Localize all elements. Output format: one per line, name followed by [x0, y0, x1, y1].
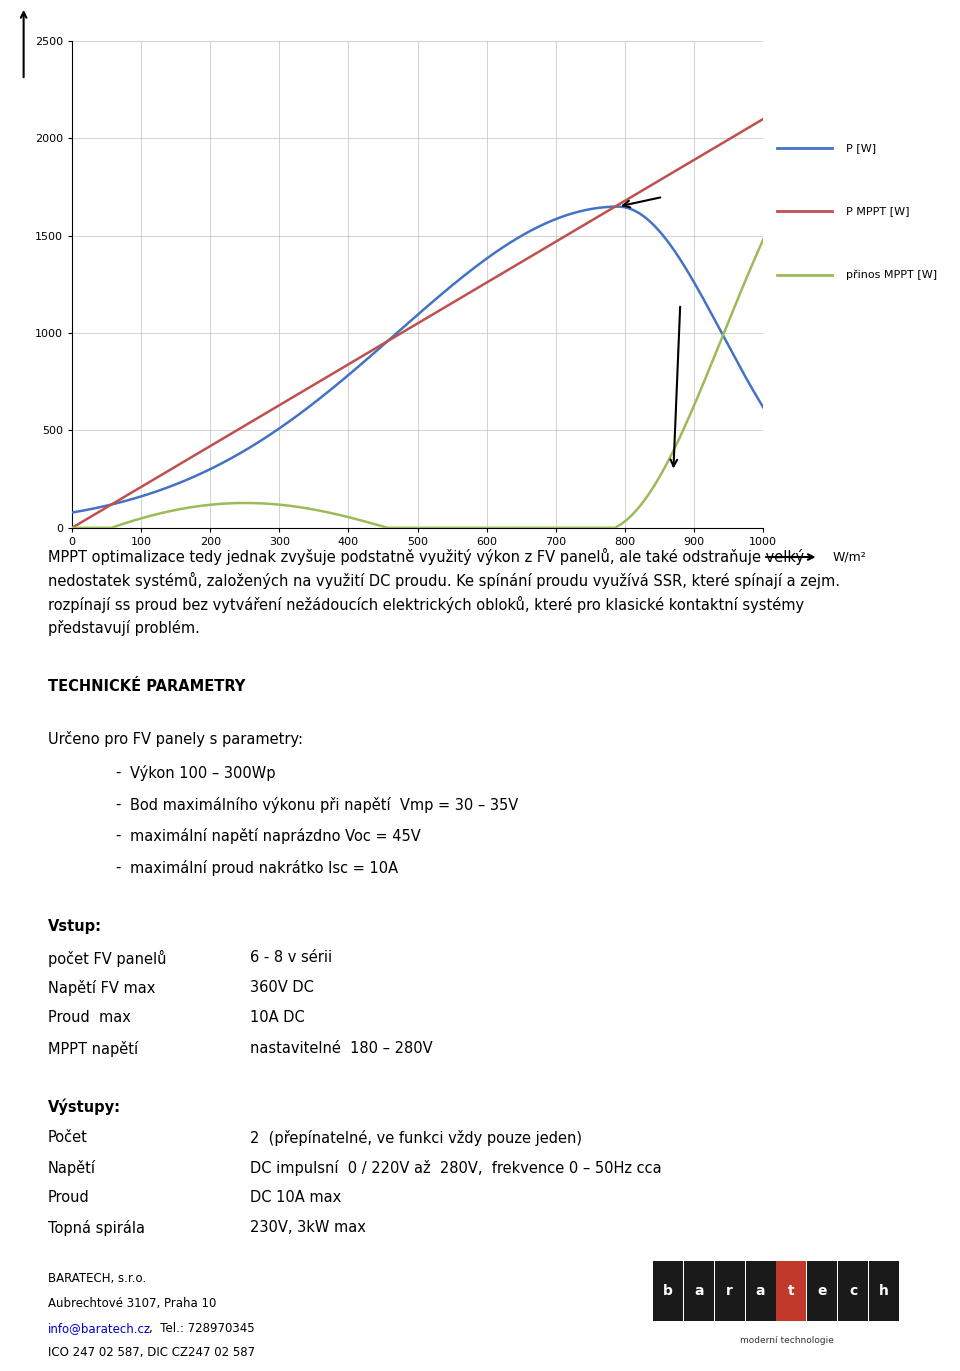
Text: a: a [756, 1285, 765, 1298]
Text: a: a [694, 1285, 704, 1298]
Text: t: t [788, 1285, 795, 1298]
Text: 360V DC: 360V DC [250, 980, 314, 995]
Text: -: - [115, 828, 121, 843]
Text: maximální napětí naprázdno Voc = 45V: maximální napětí naprázdno Voc = 45V [130, 828, 420, 845]
Text: DC impulsní  0 / 220V až  280V,  frekvence 0 – 50Hz cca: DC impulsní 0 / 220V až 280V, frekvence … [250, 1160, 661, 1176]
Text: MPPT napětí: MPPT napětí [48, 1041, 138, 1057]
Text: Aubrechtové 3107, Praha 10: Aubrechtové 3107, Praha 10 [48, 1297, 216, 1309]
Text: 6 - 8 v sérii: 6 - 8 v sérii [250, 950, 332, 965]
Text: Proud  max: Proud max [48, 1010, 131, 1026]
Bar [684, 1261, 713, 1322]
Text: 230V, 3kW max: 230V, 3kW max [250, 1220, 366, 1235]
Text: nastavitelné  180 – 280V: nastavitelné 180 – 280V [250, 1041, 432, 1056]
Text: ,  Tel.: 728970345: , Tel.: 728970345 [149, 1322, 254, 1334]
Text: h: h [879, 1285, 889, 1298]
Text: ICO 247 02 587, DIC CZ247 02 587: ICO 247 02 587, DIC CZ247 02 587 [48, 1346, 255, 1359]
Text: Bod maximálního výkonu při napětí  Vmp = 30 – 35V: Bod maximálního výkonu při napětí Vmp = … [130, 797, 517, 813]
Text: DC 10A max: DC 10A max [250, 1190, 341, 1205]
Text: -: - [115, 860, 121, 875]
Text: Výkon 100 – 300Wp: Výkon 100 – 300Wp [130, 765, 276, 781]
Text: 10A DC: 10A DC [250, 1010, 304, 1026]
Text: P MPPT [W]: P MPPT [W] [846, 207, 910, 217]
Bar [714, 1261, 745, 1322]
Text: e: e [818, 1285, 828, 1298]
Bar [746, 1261, 776, 1322]
Text: Vstup:: Vstup: [48, 919, 102, 934]
Text: r: r [726, 1285, 733, 1298]
Text: P [W]: P [W] [846, 143, 876, 154]
Text: BARATECH, s.r.o.: BARATECH, s.r.o. [48, 1272, 146, 1285]
Text: Počet: Počet [48, 1130, 88, 1145]
Text: 2  (přepínatelné, ve funkci vždy pouze jeden): 2 (přepínatelné, ve funkci vždy pouze je… [250, 1130, 582, 1146]
Bar [653, 1261, 683, 1322]
Bar [807, 1261, 837, 1322]
Text: info@baratech.cz: info@baratech.cz [48, 1322, 151, 1334]
Text: Napětí: Napětí [48, 1160, 96, 1176]
Text: MPPT optimalizace tedy jednak zvyšuje podstatně využitý výkon z FV panelů, ale t: MPPT optimalizace tedy jednak zvyšuje po… [48, 548, 840, 636]
Bar [838, 1261, 868, 1322]
Text: počet FV panelů: počet FV panelů [48, 950, 166, 967]
Text: Topná spirála: Topná spirála [48, 1220, 145, 1237]
Text: -: - [115, 765, 121, 780]
Bar [777, 1261, 806, 1322]
Text: Napětí FV max: Napětí FV max [48, 980, 156, 997]
Text: přinos MPPT [W]: přinos MPPT [W] [846, 270, 937, 280]
Text: Určeno pro FV panely s parametry:: Určeno pro FV panely s parametry: [48, 731, 303, 747]
Text: -: - [115, 797, 121, 812]
Text: c: c [850, 1285, 857, 1298]
Text: W/m²: W/m² [832, 551, 866, 563]
Text: moderní technologie: moderní technologie [740, 1335, 834, 1345]
Bar [869, 1261, 900, 1322]
Text: Výstupy:: Výstupy: [48, 1098, 121, 1115]
Text: maximální proud nakrátko Isc = 10A: maximální proud nakrátko Isc = 10A [130, 860, 397, 876]
Text: TECHNICKÉ PARAMETRY: TECHNICKÉ PARAMETRY [48, 679, 246, 694]
Text: b: b [662, 1285, 673, 1298]
Text: Proud: Proud [48, 1190, 89, 1205]
